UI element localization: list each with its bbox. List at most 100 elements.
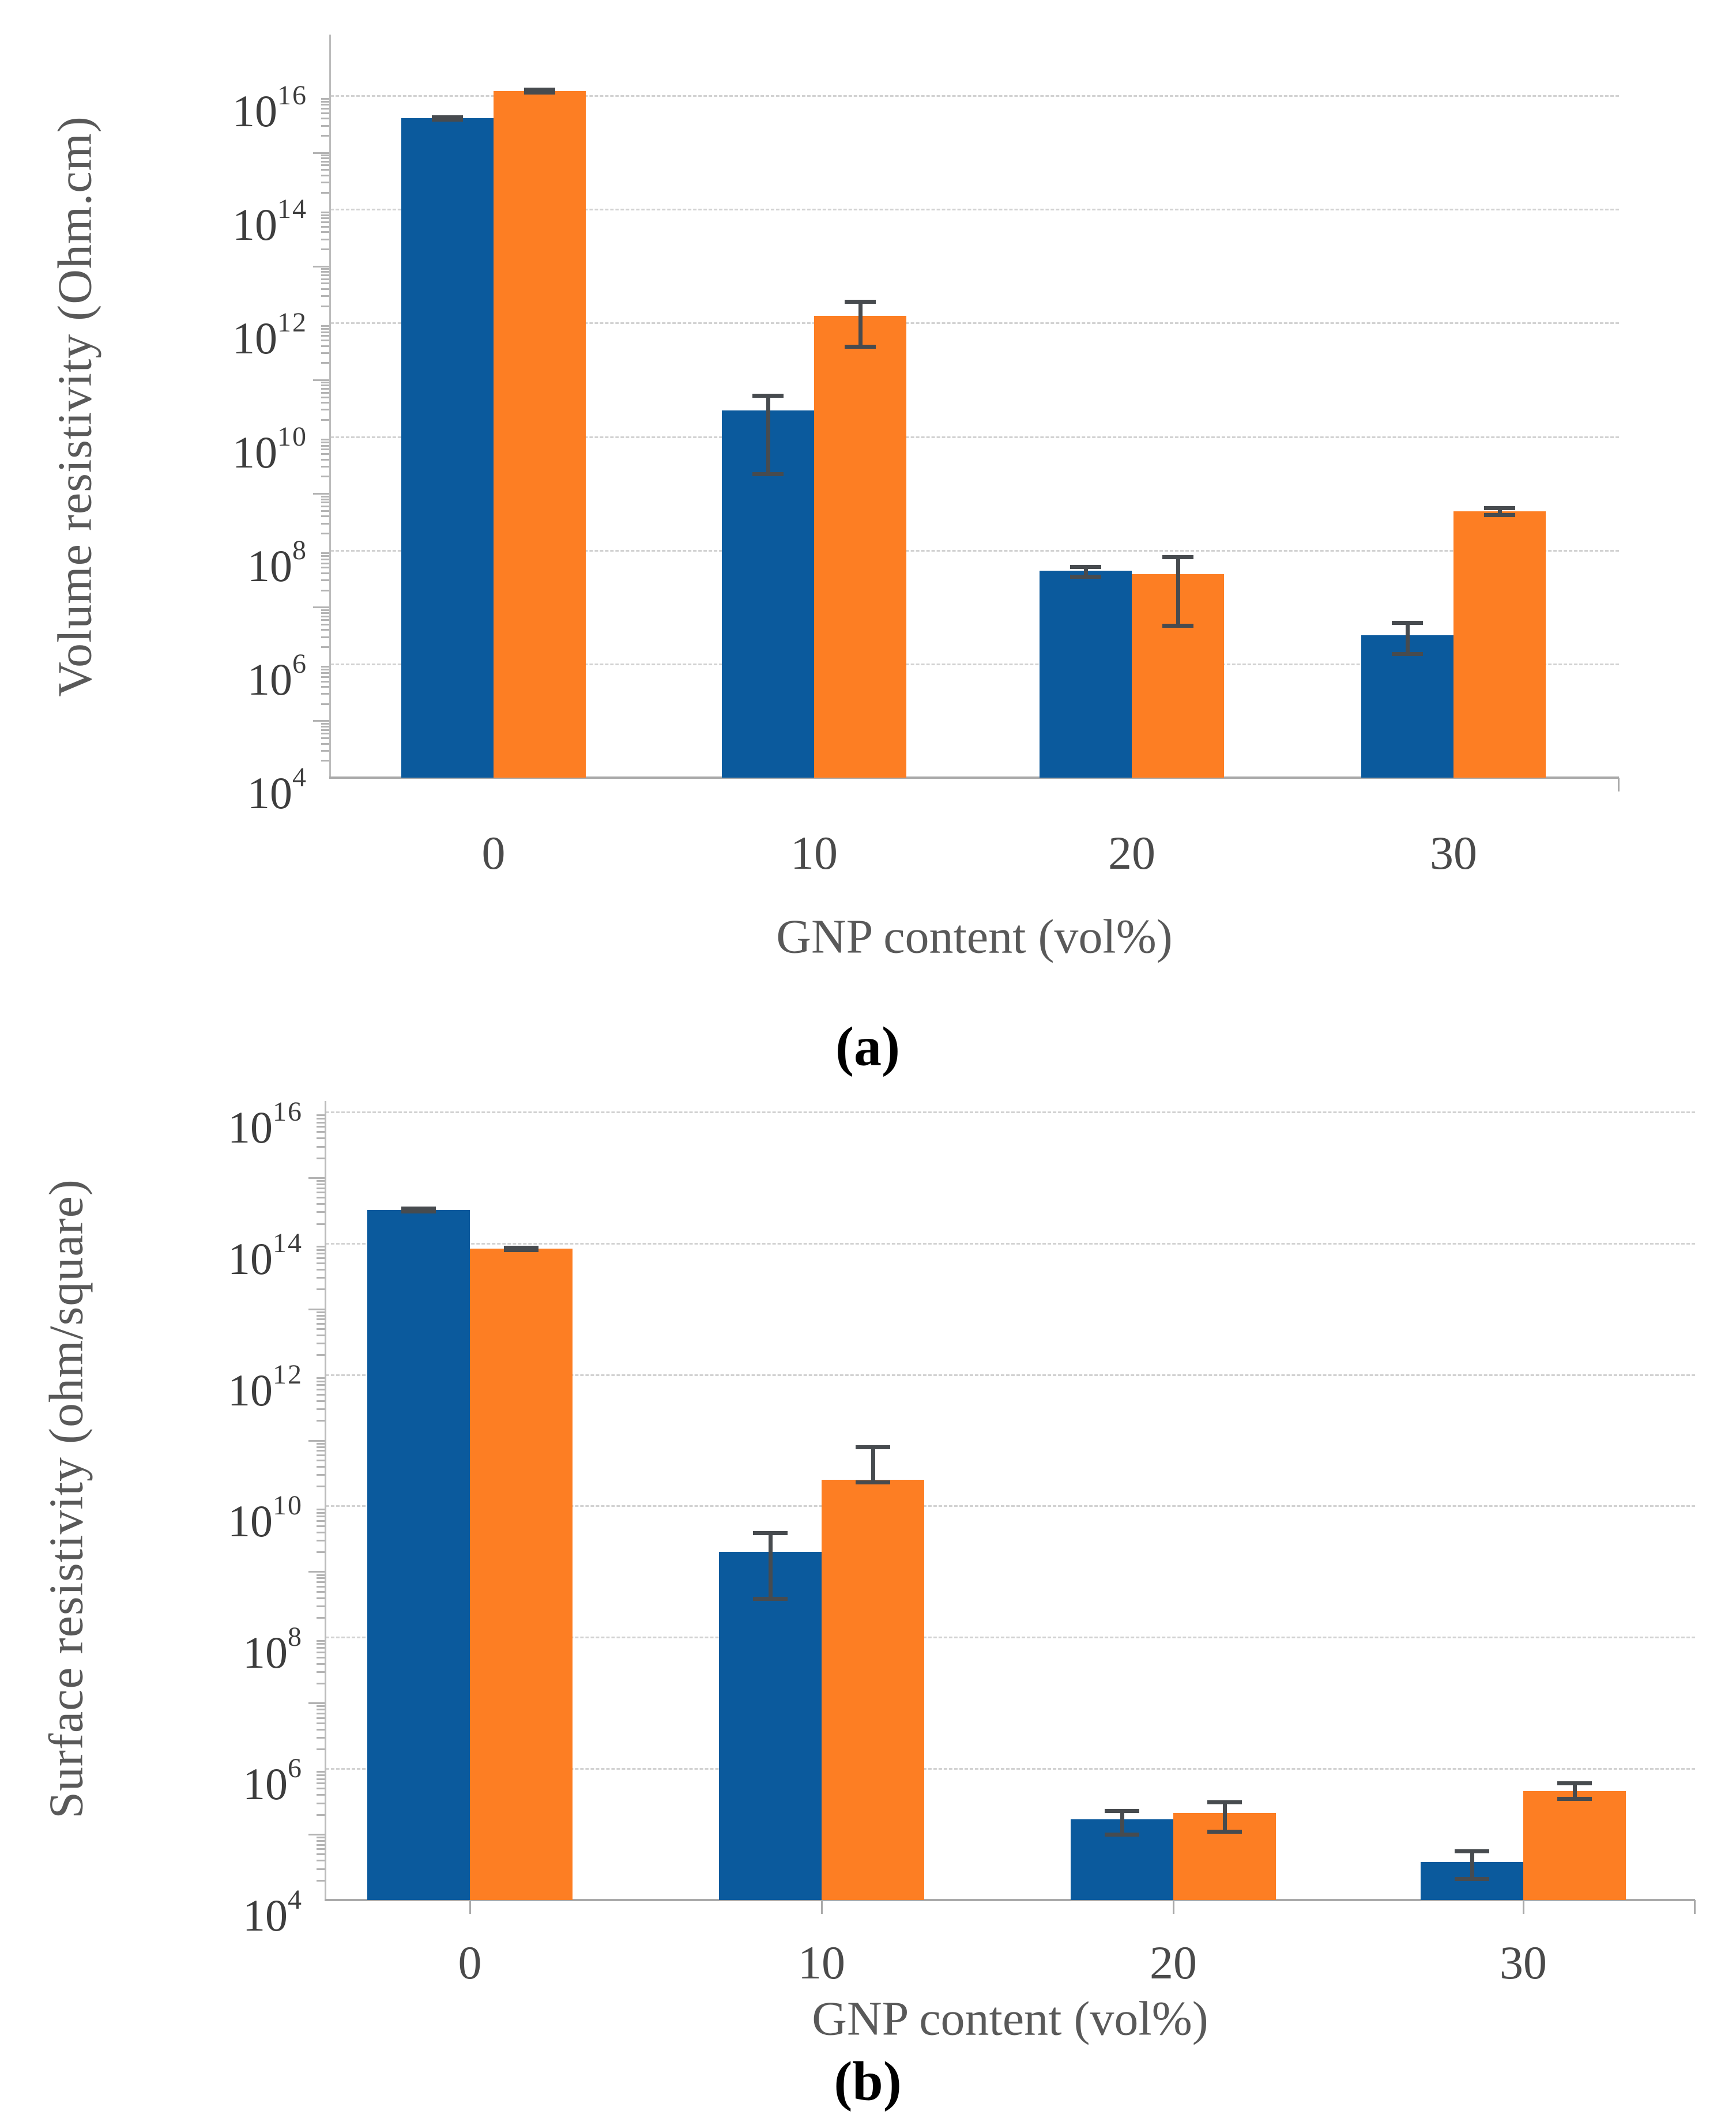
x-tick-label: 0 xyxy=(481,827,506,879)
y-tick-label: 1010 xyxy=(232,421,307,477)
error-bar-cap-bottom xyxy=(753,1596,788,1601)
y-minor-tick xyxy=(321,104,330,106)
bar-blue-0 xyxy=(401,118,494,778)
y-minor-tick xyxy=(321,666,330,668)
y-minor-tick xyxy=(317,1253,326,1255)
error-bar-cap-bottom xyxy=(1557,1797,1592,1801)
y-minor-tick xyxy=(321,498,330,500)
bar-orange-0 xyxy=(470,1249,573,1900)
y-minor-tick xyxy=(317,1211,326,1213)
y-minor-tick xyxy=(317,1400,326,1402)
y-tick-label: 104 xyxy=(247,762,307,818)
error-bar-cap-top xyxy=(401,1207,436,1211)
y-minor-tick xyxy=(317,1420,326,1422)
y-minor-tick xyxy=(317,1520,326,1522)
y-minor-tick xyxy=(321,419,330,421)
error-bar-cap-top xyxy=(753,1531,788,1536)
x-axis-end-tick xyxy=(1618,778,1620,791)
y-minor-tick xyxy=(317,1712,326,1714)
y-minor-tick xyxy=(317,1840,326,1842)
y-minor-tick xyxy=(321,238,330,240)
y-minor-tick xyxy=(321,164,330,167)
bar-blue-20 xyxy=(1040,570,1132,778)
y-minor-tick xyxy=(317,1187,326,1189)
y-tick-label: 1012 xyxy=(232,307,307,364)
y-minor-tick xyxy=(321,733,330,735)
error-bar-cap-top xyxy=(1162,555,1193,559)
y-minor-tick xyxy=(317,1605,326,1607)
y-decade-tick xyxy=(308,1702,326,1705)
y-minor-tick xyxy=(321,282,330,285)
y-minor-tick xyxy=(317,1408,326,1411)
y-minor-tick xyxy=(317,1597,326,1599)
y-minor-tick xyxy=(321,562,330,564)
y-minor-tick xyxy=(317,1145,326,1148)
y-minor-tick xyxy=(321,335,330,337)
y-minor-tick xyxy=(321,221,330,224)
y-minor-tick xyxy=(317,1525,326,1527)
y-minor-tick xyxy=(321,579,330,582)
y-minor-tick xyxy=(321,502,330,504)
y-tick-label: 1014 xyxy=(232,194,307,250)
y-minor-tick xyxy=(321,248,330,251)
y-minor-tick xyxy=(317,1585,326,1588)
y-decade-tick xyxy=(313,720,330,722)
y-minor-tick xyxy=(321,439,330,441)
y-minor-tick xyxy=(321,134,330,137)
y-minor-tick xyxy=(317,1639,326,1642)
y-minor-tick xyxy=(321,331,330,333)
error-bar-cap-top xyxy=(524,87,555,92)
y-minor-tick xyxy=(321,327,330,330)
y-decade-tick xyxy=(313,152,330,154)
y-minor-tick xyxy=(321,567,330,569)
error-bar xyxy=(1573,1783,1577,1799)
x-tick-label: 20 xyxy=(1150,1936,1197,1989)
error-bar-cap-bottom xyxy=(401,1209,436,1213)
error-bar xyxy=(871,1447,875,1483)
x-tick-label: 30 xyxy=(1500,1936,1547,1989)
y-minor-tick xyxy=(321,191,330,194)
y-minor-tick xyxy=(317,1788,326,1790)
y-minor-tick xyxy=(317,1137,326,1140)
y-minor-tick xyxy=(321,729,330,731)
y-minor-tick xyxy=(317,1249,326,1251)
y-minor-tick xyxy=(317,1246,326,1247)
error-bar-cap-top xyxy=(845,299,876,304)
y-gridline xyxy=(326,1374,1695,1376)
y-decade-tick xyxy=(308,1308,326,1310)
y-minor-tick xyxy=(321,442,330,444)
y-minor-tick xyxy=(317,1343,326,1345)
chart-b-y-axis-title: Surface resistivity (ohm/square) xyxy=(39,1179,93,1819)
y-minor-tick xyxy=(321,572,330,574)
y-minor-tick xyxy=(317,1311,326,1313)
y-minor-tick xyxy=(317,1581,326,1584)
y-minor-tick xyxy=(321,274,330,277)
error-bar-cap-top xyxy=(1455,1849,1489,1853)
y-minor-tick xyxy=(317,1705,326,1707)
y-minor-tick xyxy=(317,1837,326,1839)
y-minor-tick xyxy=(321,515,330,518)
y-minor-tick xyxy=(317,1717,326,1719)
y-minor-tick xyxy=(317,1540,326,1542)
y-minor-tick xyxy=(317,1736,326,1739)
x-category-tick xyxy=(469,1900,471,1914)
y-minor-tick xyxy=(317,1782,326,1785)
y-minor-tick xyxy=(321,742,330,745)
y-minor-tick xyxy=(317,1314,326,1317)
y-minor-tick xyxy=(317,1269,326,1271)
y-minor-tick xyxy=(317,1459,326,1461)
y-minor-tick xyxy=(321,686,330,688)
x-axis-end-tick xyxy=(1694,1900,1696,1914)
y-minor-tick xyxy=(317,1848,326,1850)
y-minor-tick xyxy=(321,388,330,390)
y-minor-tick xyxy=(321,453,330,455)
y-minor-tick xyxy=(317,1722,326,1724)
y-minor-tick xyxy=(317,1380,326,1382)
error-bar xyxy=(766,395,770,474)
error-bar-cap-bottom xyxy=(1070,574,1101,579)
y-tick-label: 1014 xyxy=(228,1227,303,1284)
y-minor-tick xyxy=(321,217,330,220)
error-bar-cap-bottom xyxy=(1484,513,1515,518)
y-minor-tick xyxy=(321,305,330,307)
y-minor-tick xyxy=(317,1131,326,1133)
